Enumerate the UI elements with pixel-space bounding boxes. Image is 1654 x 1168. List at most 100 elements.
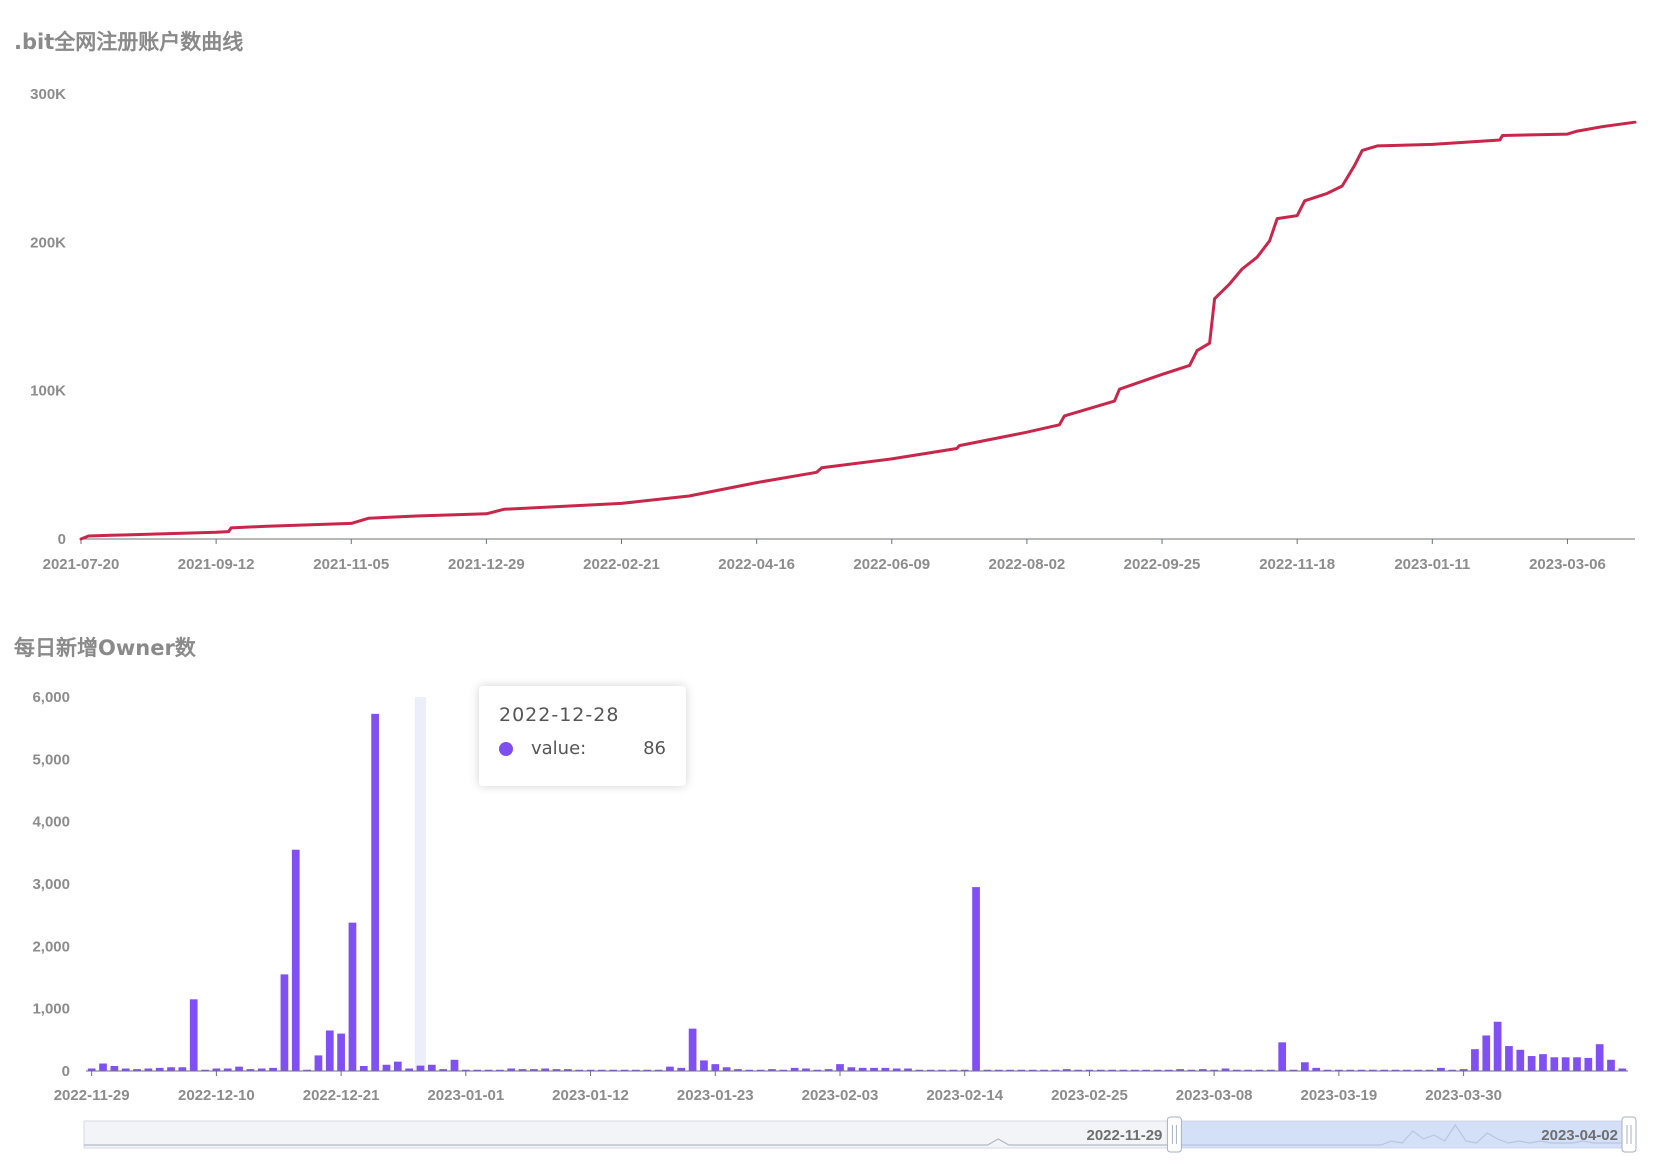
bar[interactable] [1403, 1069, 1411, 1071]
bar[interactable] [643, 1069, 652, 1071]
bar[interactable] [439, 1069, 448, 1071]
bar[interactable] [1266, 1069, 1275, 1071]
bar[interactable] [983, 1069, 992, 1071]
bar[interactable] [518, 1069, 527, 1071]
bar[interactable] [745, 1069, 754, 1071]
bar[interactable] [495, 1069, 504, 1071]
bar[interactable] [1346, 1069, 1355, 1071]
bar[interactable] [1312, 1067, 1321, 1071]
bar[interactable] [1357, 1069, 1366, 1071]
bar[interactable] [654, 1069, 663, 1071]
bar[interactable] [155, 1067, 164, 1071]
slider-end-handle[interactable] [1621, 1116, 1637, 1153]
bar[interactable] [1028, 1069, 1037, 1071]
bar[interactable] [1584, 1057, 1593, 1071]
bar[interactable] [734, 1069, 742, 1071]
bar[interactable] [790, 1067, 799, 1071]
bar[interactable] [836, 1064, 844, 1071]
bar[interactable] [632, 1069, 640, 1071]
bar[interactable] [1221, 1068, 1230, 1071]
bar[interactable] [813, 1069, 822, 1071]
bar[interactable] [1289, 1069, 1298, 1071]
bar[interactable] [1561, 1057, 1570, 1071]
bar[interactable] [337, 1033, 345, 1071]
bar[interactable] [1425, 1069, 1434, 1071]
slider-start-handle[interactable] [1166, 1116, 1182, 1153]
bar[interactable] [870, 1067, 878, 1071]
bar[interactable] [700, 1060, 708, 1071]
bar[interactable] [915, 1069, 924, 1071]
bar[interactable] [1459, 1069, 1468, 1071]
bar[interactable] [257, 1068, 266, 1071]
bar[interactable] [1130, 1069, 1139, 1071]
bar[interactable] [1516, 1049, 1525, 1071]
bar[interactable] [99, 1063, 107, 1071]
bar[interactable] [291, 849, 300, 1071]
bar[interactable] [1244, 1069, 1253, 1071]
bar[interactable] [427, 1064, 436, 1071]
bar[interactable] [847, 1067, 856, 1071]
bar[interactable] [972, 887, 980, 1071]
bar[interactable] [405, 1068, 413, 1071]
bar[interactable] [881, 1067, 890, 1071]
bar[interactable] [756, 1069, 765, 1071]
bar[interactable] [1255, 1069, 1264, 1071]
bar[interactable] [722, 1067, 731, 1071]
bar[interactable] [303, 1069, 311, 1071]
bar[interactable] [541, 1068, 550, 1071]
bar[interactable] [530, 1069, 538, 1071]
bar[interactable] [1164, 1069, 1173, 1071]
bar[interactable] [960, 1069, 969, 1071]
bar[interactable] [1210, 1069, 1219, 1071]
bar[interactable] [371, 713, 379, 1071]
bar[interactable] [314, 1055, 323, 1071]
bar[interactable] [1074, 1069, 1082, 1071]
bar[interactable] [802, 1068, 810, 1071]
bar[interactable] [926, 1069, 935, 1071]
bar[interactable] [1539, 1054, 1547, 1071]
bar[interactable] [1187, 1069, 1196, 1071]
bar[interactable] [858, 1067, 867, 1071]
bar[interactable] [1448, 1069, 1457, 1071]
bar[interactable] [1153, 1069, 1162, 1071]
bar[interactable] [1142, 1069, 1150, 1071]
bar[interactable] [1198, 1069, 1207, 1071]
bar[interactable] [461, 1069, 470, 1071]
bar[interactable] [178, 1067, 187, 1071]
bar[interactable] [711, 1064, 720, 1071]
bar[interactable] [1380, 1069, 1389, 1071]
bar[interactable] [824, 1069, 833, 1071]
bar[interactable] [1414, 1069, 1423, 1071]
bar[interactable] [1232, 1069, 1241, 1071]
bar[interactable] [507, 1068, 516, 1071]
bar[interactable] [393, 1061, 402, 1071]
bar[interactable] [1437, 1067, 1445, 1071]
bar[interactable] [1505, 1046, 1513, 1071]
bar[interactable] [359, 1066, 368, 1071]
bar[interactable] [609, 1069, 618, 1071]
bar[interactable] [450, 1059, 459, 1071]
bar[interactable] [666, 1066, 674, 1071]
bar[interactable] [892, 1068, 901, 1071]
bar[interactable] [280, 974, 289, 1071]
bar[interactable] [779, 1069, 788, 1071]
bar[interactable] [1096, 1069, 1105, 1071]
bar[interactable] [598, 1069, 606, 1071]
bar[interactable] [1471, 1049, 1479, 1071]
bar[interactable] [768, 1069, 776, 1071]
bar[interactable] [87, 1068, 96, 1071]
bar[interactable] [1527, 1056, 1536, 1071]
bar[interactable] [121, 1068, 130, 1071]
bar[interactable] [144, 1068, 153, 1071]
bar[interactable] [1278, 1042, 1287, 1071]
bar[interactable] [1550, 1057, 1559, 1071]
bar[interactable] [133, 1069, 141, 1071]
bar[interactable] [223, 1068, 232, 1071]
bar[interactable] [382, 1064, 391, 1071]
bar[interactable] [1176, 1069, 1184, 1071]
bar[interactable] [586, 1069, 595, 1071]
bar[interactable] [1301, 1062, 1309, 1071]
bar[interactable] [473, 1069, 482, 1071]
bar[interactable] [552, 1069, 561, 1071]
bar[interactable] [620, 1069, 629, 1071]
